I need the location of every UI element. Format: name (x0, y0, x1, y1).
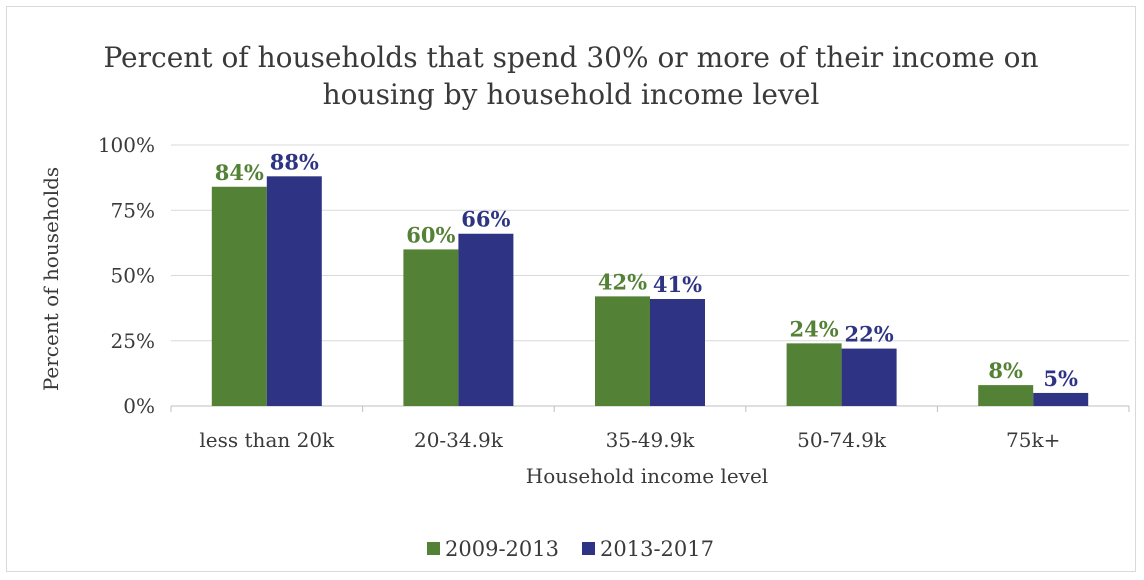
x-tick-label: 35-49.9k (606, 428, 696, 452)
axes: 0% 25% 50% 75% 100% less than 20k 20-34.9k 35-4… (98, 133, 1130, 452)
chart-title-line-2: housing by household income level (323, 78, 820, 111)
legend: 2009-2013 2013-2017 (427, 537, 714, 561)
data-label: 42% (598, 269, 647, 294)
y-tick-label: 50% (111, 264, 155, 288)
bar (266, 176, 322, 406)
data-label: 60% (406, 222, 455, 247)
data-label: 84% (215, 160, 264, 185)
data-label: 24% (790, 316, 839, 341)
y-axis-title: Percent of households (39, 167, 63, 391)
x-tick-label: less than 20k (199, 428, 335, 452)
legend-label-2009-2013: 2009-2013 (445, 537, 559, 561)
bar (841, 348, 897, 406)
data-label: 66% (461, 207, 510, 232)
x-tick-label: 75k+ (1006, 428, 1060, 452)
chart-frame: Percent of households that spend 30% or … (6, 6, 1136, 572)
bar (595, 296, 650, 406)
bar (403, 249, 459, 406)
bar (786, 343, 842, 406)
data-label: 41% (653, 272, 702, 297)
bar (211, 186, 267, 406)
y-tick-label: 25% (111, 329, 155, 353)
legend-swatch-2009-2013 (427, 542, 440, 555)
bar (978, 385, 1034, 406)
y-tick-label: 75% (111, 198, 155, 222)
data-label: 88% (270, 149, 319, 174)
x-tick-label: 20-34.9k (414, 428, 504, 452)
legend-swatch-2013-2017 (582, 542, 595, 555)
bar-chart: Percent of households that spend 30% or … (39, 41, 1130, 561)
legend-label-2013-2017: 2013-2017 (600, 537, 714, 561)
x-axis-title: Household income level (526, 464, 768, 488)
chart-title-line-1: Percent of households that spend 30% or … (103, 41, 1038, 74)
data-label: 22% (845, 322, 894, 347)
x-tick-label: 50-74.9k (797, 428, 887, 452)
y-tick-label: 0% (123, 394, 155, 418)
bars (211, 176, 1089, 406)
data-label: 5% (1043, 366, 1078, 391)
data-labels: 84% 88% 60%66% 42% 41% 24% 22% 8% 5% (215, 149, 1078, 391)
bar (650, 298, 705, 406)
bar (458, 233, 514, 406)
bar (1033, 392, 1089, 406)
y-tick-label: 100% (98, 133, 155, 157)
data-label: 8% (988, 358, 1023, 383)
